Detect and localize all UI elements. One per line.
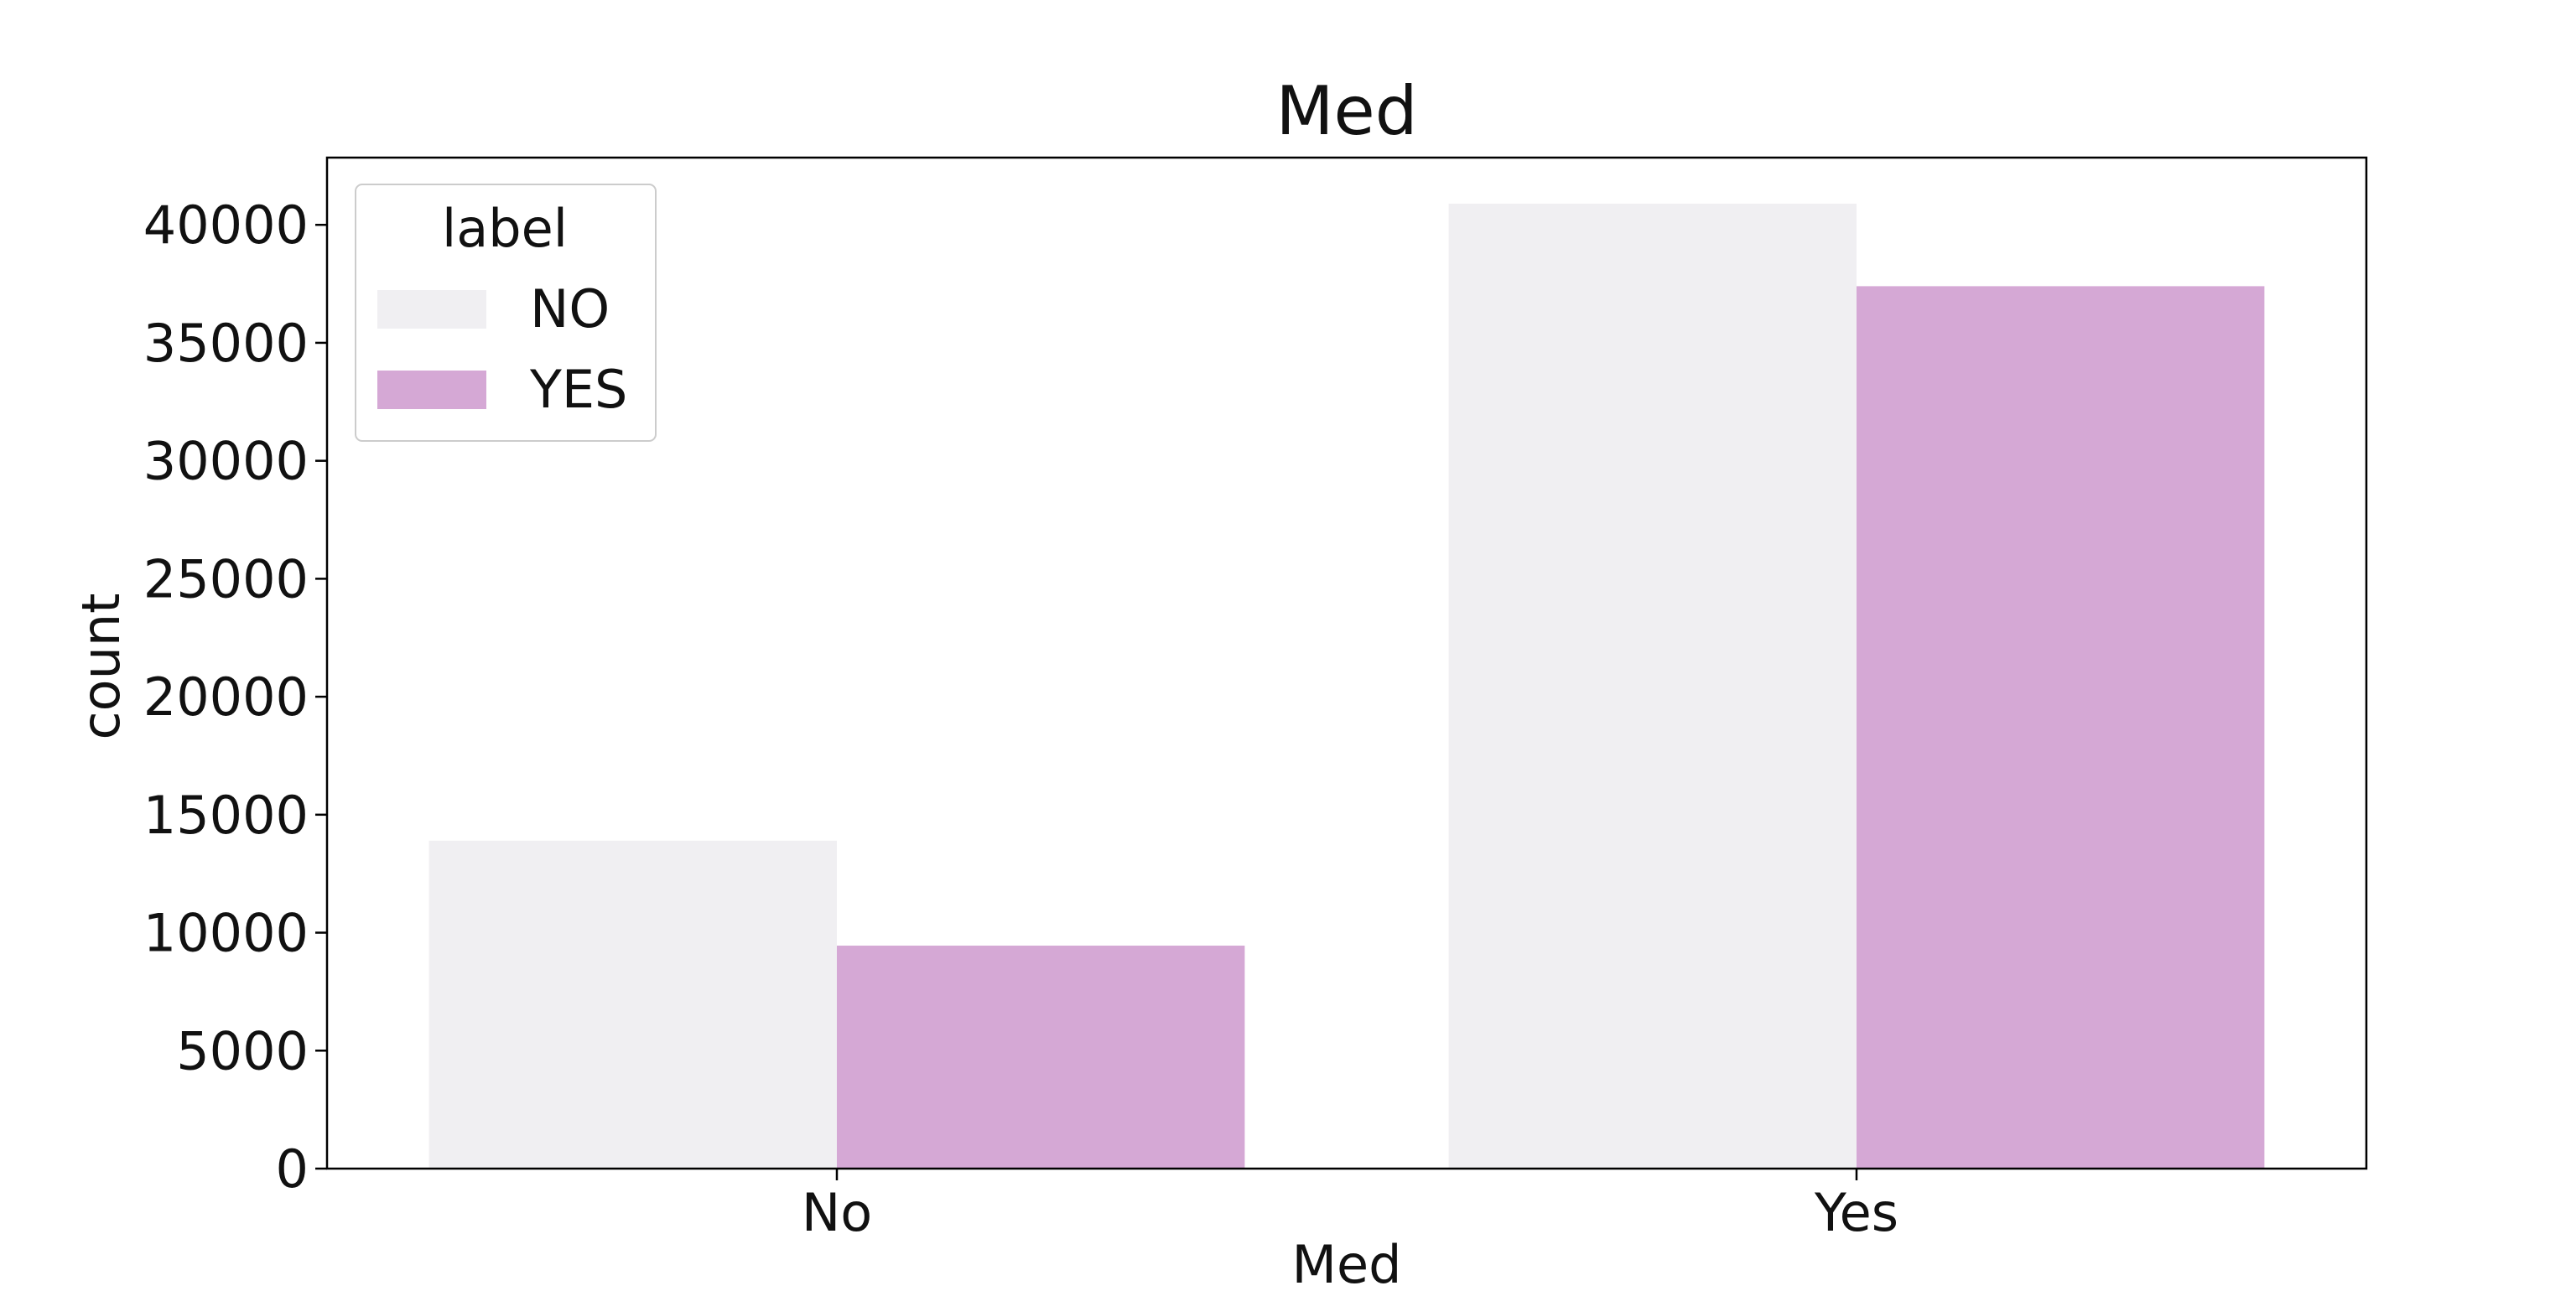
- bar-no-yes: [837, 946, 1245, 1169]
- y-tick-label-35000: 35000: [143, 313, 309, 374]
- y-tick-label-15000: 15000: [143, 785, 309, 846]
- legend-label-no: NO: [530, 278, 610, 340]
- legend-swatch-no: [377, 290, 486, 329]
- bar-yes-no: [1448, 203, 1857, 1169]
- y-tick-label-10000: 10000: [143, 903, 309, 964]
- ticks-layer: 0 5000 10000 15000 20000 25000 30000 35000 40000…: [143, 194, 1898, 1243]
- bar-no-no: [428, 840, 837, 1169]
- y-tick-label-5000: 5000: [176, 1020, 309, 1081]
- y-tick-label-0: 0: [276, 1138, 309, 1200]
- legend-label-yes: YES: [529, 359, 627, 420]
- x-axis-label: Med: [1292, 1234, 1402, 1288]
- chart-title: Med: [1275, 72, 1417, 150]
- y-tick-label-40000: 40000: [143, 194, 309, 256]
- bar-yes-yes: [1857, 286, 2265, 1169]
- y-tick-label-25000: 25000: [143, 548, 309, 609]
- y-tick-label-30000: 30000: [143, 431, 309, 492]
- x-tick-label-no: No: [802, 1182, 872, 1243]
- y-tick-label-20000: 20000: [143, 666, 309, 728]
- legend-swatch-yes: [377, 371, 486, 409]
- y-axis-label: count: [70, 594, 132, 740]
- legend-title: label: [442, 198, 568, 259]
- legend: label NO YES: [355, 184, 657, 442]
- bars-layer: [428, 203, 2265, 1169]
- x-tick-label-yes: Yes: [1814, 1182, 1898, 1243]
- plot-frame: [325, 156, 2368, 1170]
